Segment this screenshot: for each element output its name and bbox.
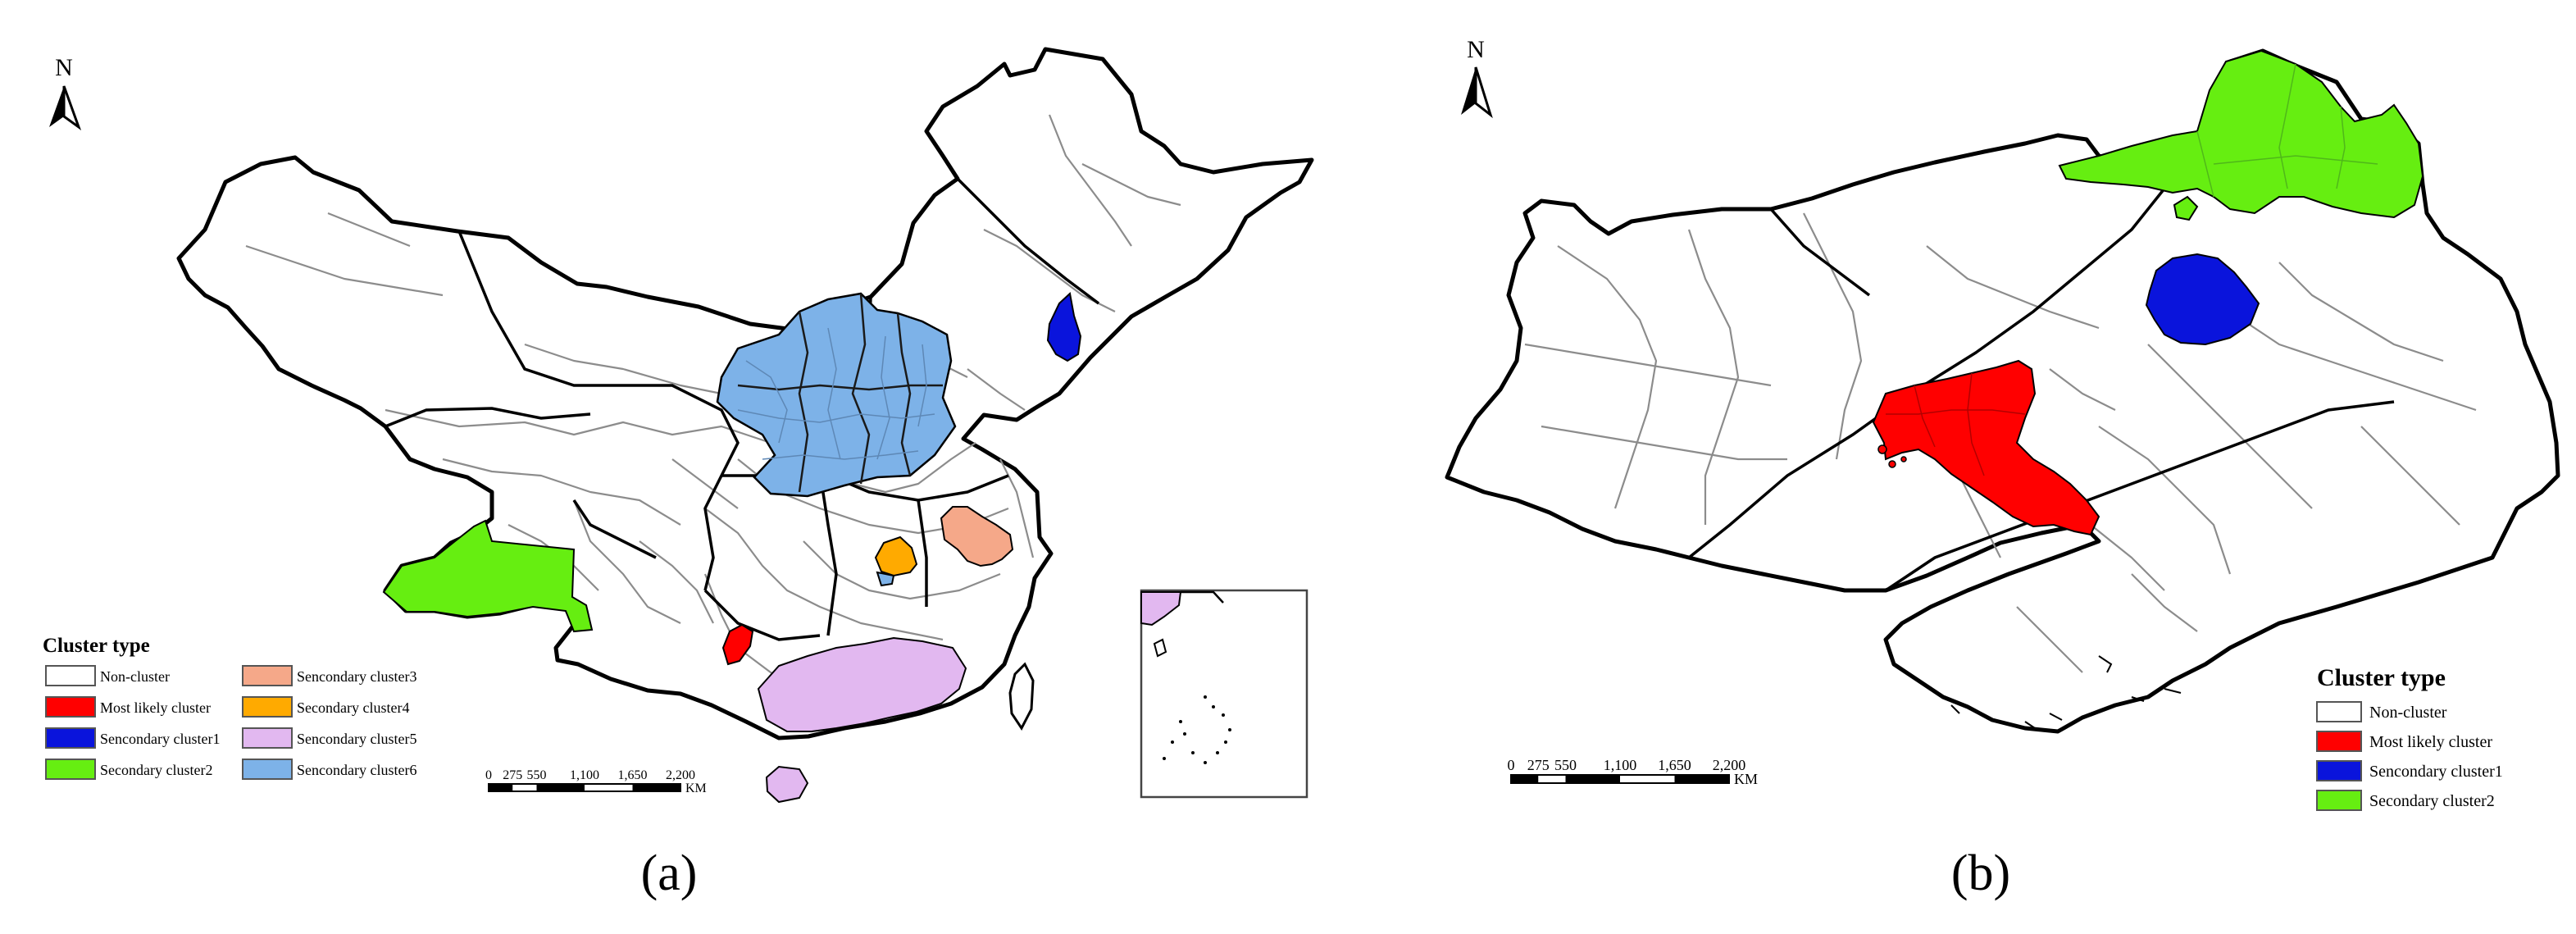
scale-bar-segment: [632, 784, 680, 791]
most-likely-counties: [1886, 372, 2026, 476]
scale-tick-label: 550: [527, 768, 547, 782]
interior-boundaries: [1524, 212, 2477, 673]
legend-swatch: [242, 665, 293, 686]
hainan-island: [765, 765, 809, 804]
legend-label: Non-cluster: [100, 668, 170, 685]
scale-bar-segment: [1565, 775, 1620, 783]
scale-tick-label: 275: [1527, 757, 1550, 773]
scale-tick-label: 1,650: [618, 768, 648, 782]
scale-unit: KM: [685, 781, 707, 795]
scale-tick-label: 0: [1508, 757, 1515, 773]
cluster6-boundaries: [737, 293, 943, 493]
inset-map: [1140, 589, 1308, 799]
legend-swatch: [2316, 790, 2362, 811]
cluster2-counties: [2196, 63, 2378, 198]
legend-label: Sencondary cluster3: [297, 668, 416, 685]
cluster3-region: [940, 506, 1014, 567]
cluster2-region: [382, 519, 594, 633]
scale-tick-label: 1,650: [1658, 757, 1691, 773]
legend-swatch: [242, 696, 293, 718]
legend-title: Cluster type: [43, 635, 150, 657]
inset-islands: [1163, 695, 1231, 764]
scale-tick-label: 2,200: [666, 768, 695, 782]
scale-tick-label: 550: [1554, 757, 1577, 773]
legend-swatch: [2316, 701, 2362, 722]
legend-a: Cluster type Non-cluster Most likely clus…: [43, 635, 416, 780]
legend-swatch: [242, 727, 293, 749]
legend-swatch: [45, 696, 96, 718]
legend-label: Secondary cluster2: [100, 762, 212, 778]
scale-tick-label: 0: [485, 768, 492, 782]
north-arrow-icon: N: [49, 54, 82, 131]
legend-swatch: [2316, 760, 2362, 781]
scale-tick-label: 1,100: [570, 768, 599, 782]
legend-label: Secondary cluster2: [2369, 792, 2495, 810]
legend-label: Most likely cluster: [2369, 733, 2492, 751]
legend-label: Non-cluster: [2369, 704, 2447, 722]
most-likely-islands: [1877, 444, 1907, 468]
legend-swatch: [2316, 731, 2362, 752]
legend-label: Most likely cluster: [100, 699, 211, 716]
scale-unit: KM: [1734, 771, 1758, 787]
cluster2-fragment: [2173, 195, 2199, 221]
legend-label: Sencondary cluster1: [2369, 763, 2503, 781]
cluster6-counties: [737, 327, 935, 460]
legend-swatch: [45, 665, 96, 686]
panel-b-caption: (b): [1950, 845, 2011, 901]
legend-title: Cluster type: [2317, 664, 2446, 691]
cluster5-region: [757, 636, 967, 732]
panel-a-caption: (a): [640, 845, 698, 901]
cluster6-region: [716, 292, 957, 498]
province-boundaries: [1687, 187, 2395, 592]
legend-label: Sencondary cluster6: [297, 762, 416, 778]
cluster4-region: [874, 535, 918, 577]
most-likely-cluster-region: [1872, 359, 2100, 536]
most-likely-cluster-region: [721, 623, 754, 666]
scale-bar-segment: [1511, 775, 1539, 783]
legend-label: Sencondary cluster1: [100, 731, 220, 747]
panel-a-map: N: [43, 47, 1314, 804]
panel-b-map: N: [1445, 36, 2560, 811]
north-label: N: [1467, 36, 1485, 63]
coastal-islands: [1950, 655, 2182, 729]
scale-tick-label: 275: [503, 768, 522, 782]
north-label: N: [55, 54, 73, 81]
cluster1-region: [1046, 292, 1082, 362]
taiwan-island: [1008, 662, 1035, 731]
scale-bar-segment: [1674, 775, 1729, 783]
cluster1-region: [2145, 253, 2260, 346]
legend-swatch: [45, 759, 96, 780]
legend-b: Cluster type Non-cluster Most likely clus…: [2316, 664, 2503, 811]
cluster2-region: [2058, 49, 2424, 219]
legend-label: Sencondary cluster5: [297, 731, 416, 747]
legend-swatch: [45, 727, 96, 749]
cluster6-fragment: [876, 571, 895, 587]
scale-tick-label: 2,200: [1713, 757, 1746, 773]
scale-tick-label: 1,100: [1604, 757, 1637, 773]
legend-swatch: [242, 759, 293, 780]
legend-label: Secondary cluster4: [297, 699, 409, 716]
scale-bar-segment: [489, 784, 513, 791]
north-arrow-icon: N: [1461, 36, 1493, 119]
scale-bar-segment: [536, 784, 585, 791]
